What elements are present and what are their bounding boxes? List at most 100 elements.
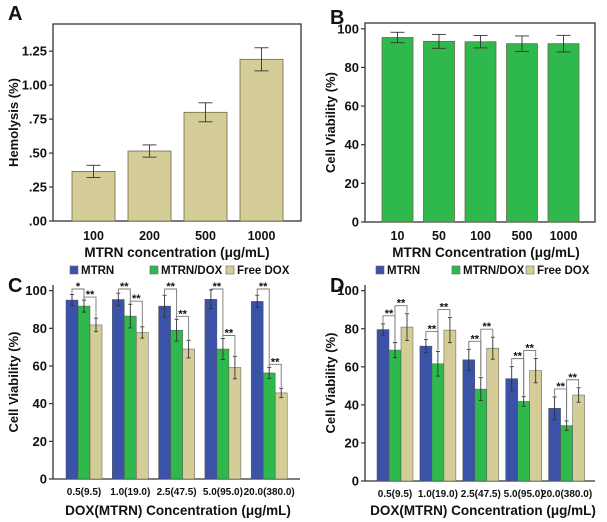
x-tick-label: 50 xyxy=(432,229,446,243)
legend-label: MTRN/DOX xyxy=(463,265,525,277)
panel-letter: D xyxy=(330,275,344,297)
y-tick-label: 0 xyxy=(352,474,359,489)
x-tick-label: 1.0(19.0) xyxy=(110,487,150,498)
y-tick-label: 20 xyxy=(345,176,359,191)
bar xyxy=(127,150,172,222)
legend-label: MTRN/DOX xyxy=(161,265,223,277)
x-tick-label: 500 xyxy=(512,229,533,243)
legend-label: MTRN xyxy=(387,265,420,277)
y-tick-label: 20 xyxy=(33,434,47,449)
bar-mtrn xyxy=(158,305,171,480)
bar xyxy=(547,43,580,223)
significance-label: ** xyxy=(428,323,437,335)
bar-free-dox xyxy=(228,367,242,480)
bar-free-dox xyxy=(400,326,414,482)
x-tick-label: 2.5(47.5) xyxy=(157,487,197,498)
bar-mtrn xyxy=(419,345,433,482)
significance-label: ** xyxy=(120,281,129,293)
y-tick-label: 60 xyxy=(33,358,47,373)
x-tick-label: 200 xyxy=(139,229,160,243)
bar-mtrn xyxy=(505,378,518,482)
x-tick-label: 1000 xyxy=(248,229,276,243)
bar-mtrn-dox xyxy=(216,348,230,480)
bar xyxy=(239,58,284,222)
legend-swatch xyxy=(69,265,79,275)
bar-free-dox xyxy=(486,347,500,482)
bar-free-dox xyxy=(136,332,149,480)
panel-letter: B xyxy=(330,7,344,29)
x-tick-label: 20.0(380.0) xyxy=(244,487,295,498)
significance-label: ** xyxy=(178,308,187,320)
x-tick-label: 5.0(95.0) xyxy=(504,489,544,500)
bar-mtrn-dox xyxy=(517,401,530,482)
bar xyxy=(381,37,414,223)
bar xyxy=(423,40,455,223)
bar-free-dox xyxy=(572,394,585,482)
y-tick-label: 40 xyxy=(345,137,359,152)
significance-bracket xyxy=(176,315,190,340)
y-axis-title: Hemolysis (%) xyxy=(6,78,21,167)
significance-label: ** xyxy=(471,333,480,345)
panel-a: A .00 .25 .50 .75 1.00 1.25 Hemolysis (%) MTRN c… xyxy=(6,3,302,260)
significance-bracket xyxy=(210,288,224,338)
x-tick-label: 5.0(95.0) xyxy=(203,487,243,498)
significance-label: ** xyxy=(397,298,406,310)
bar-mtrn xyxy=(112,299,125,480)
bar-mtrn-dox xyxy=(560,425,573,482)
x-tick-label: 1000 xyxy=(550,229,578,243)
panel-c: C 0 20 40 60 80 100 Cell Viability (%) DOX(MTRN)… xyxy=(6,265,300,518)
legend-swatch xyxy=(375,265,385,275)
y-axis-title: Cell Viability (%) xyxy=(6,332,21,433)
significance-bracket xyxy=(394,305,408,342)
significance-bracket xyxy=(83,296,97,318)
bar-free-dox xyxy=(529,370,542,482)
bar-mtrn xyxy=(376,329,390,482)
bar-mtrn xyxy=(65,299,79,480)
plot-frame xyxy=(52,23,302,222)
y-tick-label: 100 xyxy=(25,283,47,298)
y-tick-label: .00 xyxy=(29,214,47,229)
bar-free-dox xyxy=(443,329,457,482)
x-axis-title: MTRN Concentration (μg/mL) xyxy=(392,245,580,260)
y-axis-title: Cell Viability (%) xyxy=(323,333,338,434)
bar xyxy=(464,41,497,223)
y-tick-label: 60 xyxy=(345,359,359,374)
significance-bracket xyxy=(222,335,236,356)
y-tick-label: 1.00 xyxy=(22,78,47,93)
x-tick-label: 1.0(19.0) xyxy=(418,489,458,500)
x-tick-label: 0.5(9.5) xyxy=(378,489,412,500)
significance-label: ** xyxy=(213,281,222,293)
y-tick-label: 80 xyxy=(33,321,47,336)
significance-label: ** xyxy=(556,381,565,393)
significance-bracket xyxy=(523,350,537,396)
significance-label: ** xyxy=(513,351,522,363)
significance-label: ** xyxy=(86,289,95,301)
bar-free-dox xyxy=(89,324,103,480)
significance-label: ** xyxy=(132,293,141,305)
x-tick-label: 100 xyxy=(470,229,491,243)
significance-bracket xyxy=(256,288,270,367)
y-tick-label: 100 xyxy=(337,21,359,36)
significance-label: ** xyxy=(440,302,449,314)
y-tick-label: 80 xyxy=(345,321,359,336)
significance-label: ** xyxy=(259,281,268,293)
y-tick-label: 0 xyxy=(352,215,359,230)
significance-label: ** xyxy=(166,281,175,293)
significance-bracket xyxy=(117,288,131,304)
bar-mtrn-dox xyxy=(77,305,91,480)
x-axis-title: MTRN concentration (μg/mL) xyxy=(84,245,269,260)
y-tick-label: 40 xyxy=(33,396,47,411)
significance-bracket xyxy=(129,300,143,326)
bar-mtrn-dox xyxy=(124,315,137,480)
y-tick-label: 1.25 xyxy=(22,44,47,59)
x-tick-label: 10 xyxy=(391,229,405,243)
significance-bracket xyxy=(71,288,85,300)
bar-mtrn-dox xyxy=(262,372,276,480)
legend-swatch xyxy=(225,265,235,275)
panel-b: B 0 20 40 60 80 100 Cell Viability (%) MTRN Conc… xyxy=(323,7,596,260)
significance-label: ** xyxy=(568,372,577,384)
significance-label: ** xyxy=(483,321,492,333)
significance-bracket xyxy=(164,288,178,319)
significance-bracket xyxy=(268,363,282,388)
